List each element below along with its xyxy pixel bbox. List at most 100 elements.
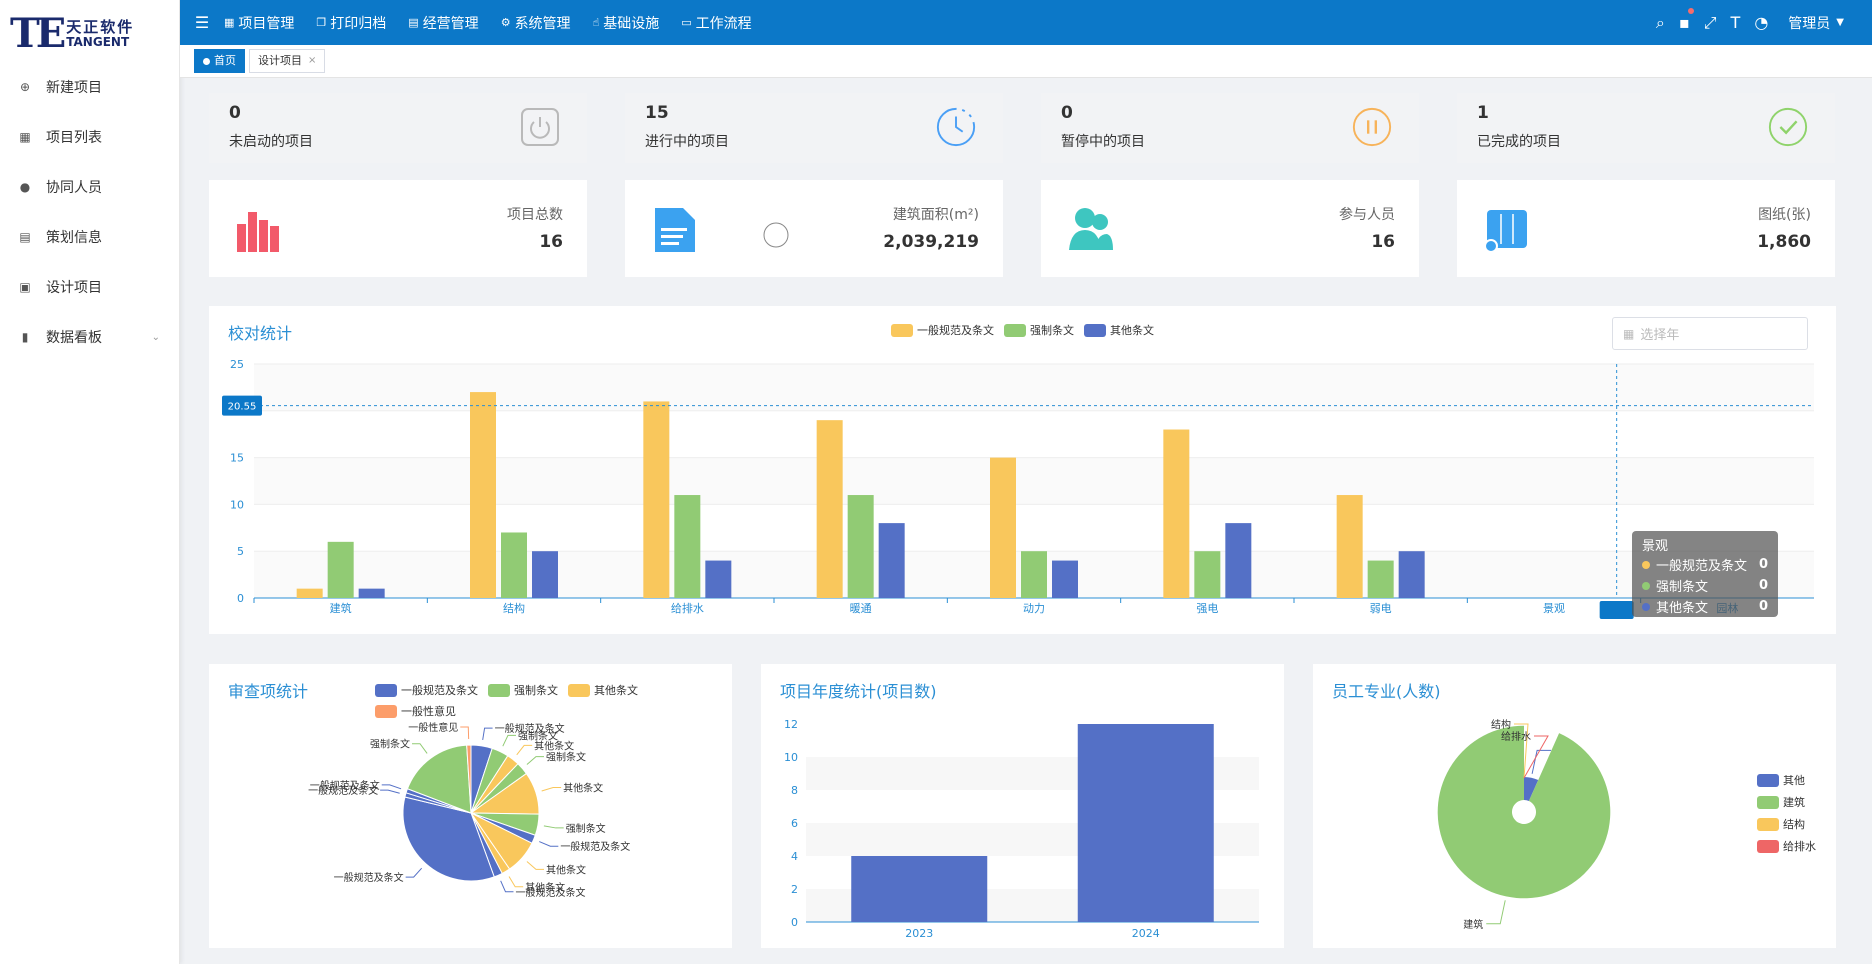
nav-workflow[interactable]: ▭ 工作流程 [681, 13, 751, 33]
pie-label: 其他条文 [534, 739, 574, 752]
legend-item[interactable]: 一般性意见 [375, 703, 456, 719]
stat-card-participants: 参与人员 16 [1041, 180, 1419, 277]
bar-一般规范及条文 [1336, 495, 1363, 598]
sidebar-item-design[interactable]: ▣ 设计项目 [0, 262, 180, 312]
legend-item[interactable]: 其他 [1757, 772, 1805, 788]
sidebar-item-collaborators[interactable]: ● 协同人员 [0, 162, 180, 212]
legend-item[interactable]: 强制条文 [488, 682, 558, 698]
stat-label: 参与人员 [1339, 207, 1395, 223]
legend-label: 给排水 [1783, 840, 1816, 853]
rose-slice [1437, 725, 1611, 899]
sidebar-item-planning[interactable]: ▤ 策划信息 [0, 212, 180, 262]
bar-强制条文 [1021, 551, 1047, 598]
pie-label: 其他条文 [563, 781, 603, 794]
legend-item[interactable]: 强制条文 [1004, 322, 1074, 338]
status-label: 已完成的项目 [1477, 134, 1561, 150]
nav-system-management[interactable]: ⚙ 系统管理 [501, 13, 571, 33]
sidebar-item-dashboard[interactable]: ▮ 数据看板 ⌄ [0, 312, 180, 362]
legend-label: 其他条文 [594, 684, 638, 697]
nav-label: 项目管理 [238, 15, 295, 32]
list-icon: ▦ [19, 130, 31, 144]
legend-item[interactable]: 一般规范及条文 [891, 322, 994, 338]
sidebar-item-label: 策划信息 [46, 230, 102, 246]
font-size-icon[interactable]: T [1730, 13, 1741, 32]
status-card-not-started[interactable]: 0 未启动的项目 [209, 93, 587, 163]
tooltip-value: 0 [1758, 557, 1768, 572]
y-tick-label: 8 [791, 784, 798, 797]
legend-item[interactable]: 结构 [1757, 816, 1805, 832]
user-name[interactable]: 管理员 [1788, 15, 1831, 32]
year-picker-input[interactable]: ▦ 选择年 [1612, 317, 1808, 350]
nav-label: 基础设施 [603, 15, 660, 32]
tooltip-title: 景观 [1642, 539, 1669, 554]
pie-label: 其他条文 [525, 881, 565, 894]
pie-label-line [543, 825, 564, 829]
people-icon [1069, 208, 1113, 250]
review-items-pie-chart: 一般规范及条文强制条文其他条文强制条文其他条文强制条文一般规范及条文其他条文其他… [308, 721, 630, 899]
axis-pointer-label: 20.55 [228, 402, 257, 413]
monitor-icon: ▭ [681, 16, 692, 29]
menu-collapse-icon[interactable]: ☰ [194, 13, 210, 32]
sidebar-menu: ⊕ 新建项目 ▦ 项目列表 ● 协同人员 ▤ 策划信息 ▣ 设计项目 ▮ 数据看板 ⌄ [0, 62, 180, 362]
legend-item[interactable]: 其他条文 [1084, 322, 1154, 338]
pie-label-line [539, 841, 559, 847]
pie-label-line [541, 786, 562, 792]
pie-label-line [502, 734, 516, 747]
pause-icon [1351, 106, 1393, 148]
chart-legend: 一般规范及条文 强制条文 其他条文 一般性意见 [375, 682, 675, 719]
rose-slice [1524, 776, 1539, 802]
bar-强制条文 [501, 532, 527, 598]
nav-print-archive[interactable]: ❐ 打印归档 [316, 13, 386, 33]
gear-icon: ⚙ [500, 16, 511, 29]
caret-down-icon[interactable]: ▼ [1836, 17, 1844, 28]
copy-icon: ❐ [316, 16, 327, 29]
legend-swatch [1084, 323, 1106, 337]
stat-card-drawings: 图纸(张) 1,860 [1457, 180, 1835, 277]
y-tick-label: 25 [230, 358, 244, 371]
close-icon[interactable]: × [308, 55, 317, 66]
sidebar-item-project-list[interactable]: ▦ 项目列表 [0, 112, 180, 162]
fullscreen-icon[interactable]: ⤢ [1703, 12, 1717, 32]
status-card-in-progress[interactable]: 15 进行中的项目 [625, 93, 1003, 163]
pie-label: 一般规范及条文 [495, 722, 565, 735]
pie-label: 一般规范及条文 [560, 840, 630, 853]
legend-label: 其他 [1783, 774, 1805, 787]
grid-band [254, 410, 1814, 458]
nav-infrastructure[interactable]: ☝ 基础设施 [593, 13, 660, 33]
sidebar-item-label: 新建项目 [46, 80, 102, 96]
x-tick-label: 强电 [1196, 602, 1218, 615]
nav-label: 工作流程 [695, 15, 752, 32]
tab-home[interactable]: 首页 [194, 49, 245, 73]
status-card-completed[interactable]: 1 已完成的项目 [1457, 93, 1835, 163]
rose-label-line [1531, 749, 1552, 774]
legend-item[interactable]: 其他条文 [568, 682, 638, 698]
status-label: 未启动的项目 [229, 134, 313, 150]
status-card-paused[interactable]: 0 暂停中的项目 [1041, 93, 1419, 163]
tab-label: 首页 [214, 54, 236, 67]
x-tick-label: 动力 [1023, 602, 1045, 615]
x-tick-label: 给排水 [671, 601, 704, 615]
legend-item[interactable]: 建筑 [1757, 794, 1805, 810]
chart-tooltip: 景观 一般规范及条文 0 强制条文 0 其他条文 0 [1632, 531, 1778, 617]
nav-business-management[interactable]: ▤ 经营管理 [408, 13, 478, 33]
status-value: 0 [229, 103, 241, 123]
stat-card-building-area: 建筑面积(m²) 2,039,219 [625, 180, 1003, 277]
tab-design-project[interactable]: 设计项目 × [249, 49, 326, 73]
legend-item[interactable]: 一般规范及条文 [375, 682, 478, 698]
sidebar-item-label: 协同人员 [46, 180, 102, 196]
tooltip-name: 其他条文 [1656, 601, 1709, 616]
calendar-icon: ▦ [1623, 326, 1635, 341]
avatar[interactable]: ◔ [1754, 13, 1769, 32]
pie-label: 一般规范及条文 [334, 871, 404, 884]
sidebar-item-new-project[interactable]: ⊕ 新建项目 [0, 62, 180, 112]
pie-label-line [508, 876, 524, 888]
nav-project-management[interactable]: ▦ 项目管理 [224, 13, 294, 33]
search-icon[interactable]: ⌕ [1655, 12, 1665, 32]
logo-text-en: TANGENT [66, 34, 130, 49]
status-value: 1 [1477, 103, 1489, 123]
message-icon[interactable]: ▪ [1679, 8, 1694, 32]
tooltip-dot [1642, 602, 1650, 611]
status-value: 0 [1061, 103, 1073, 123]
bar-其他条文 [1398, 551, 1425, 598]
legend-item[interactable]: 给排水 [1757, 838, 1816, 854]
